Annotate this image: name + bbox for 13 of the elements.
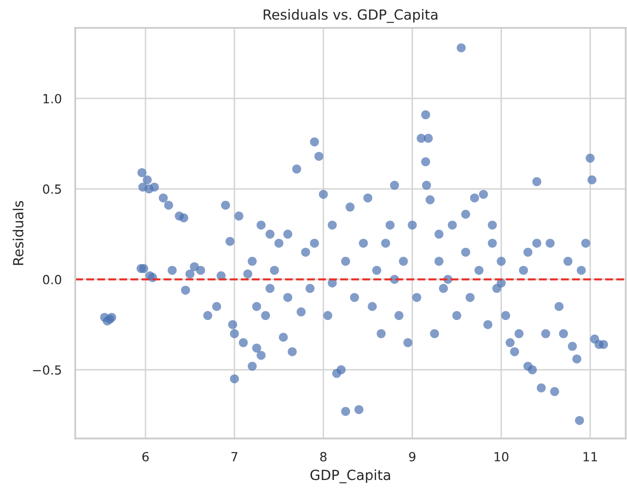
chart-title: Residuals vs. GDP_Capita (264, 9, 438, 23)
y-tick-label: −0.5 (33, 365, 61, 375)
y-axis-title: Residuals (12, 200, 24, 265)
x-tick-label: 6 (142, 452, 149, 462)
x-tick-label: 10 (494, 452, 508, 462)
y-tick-label: 1.0 (44, 94, 62, 104)
y-tick-label: 0.0 (42, 274, 62, 284)
x-axis-title: GDP_Capita (310, 469, 390, 484)
x-tick-label: 9 (409, 452, 416, 462)
x-tick-label: 7 (231, 452, 238, 462)
x-tick-label: 8 (320, 452, 326, 462)
y-tick-label: 0.5 (42, 184, 61, 194)
x-tick-label: 11 (584, 452, 597, 462)
